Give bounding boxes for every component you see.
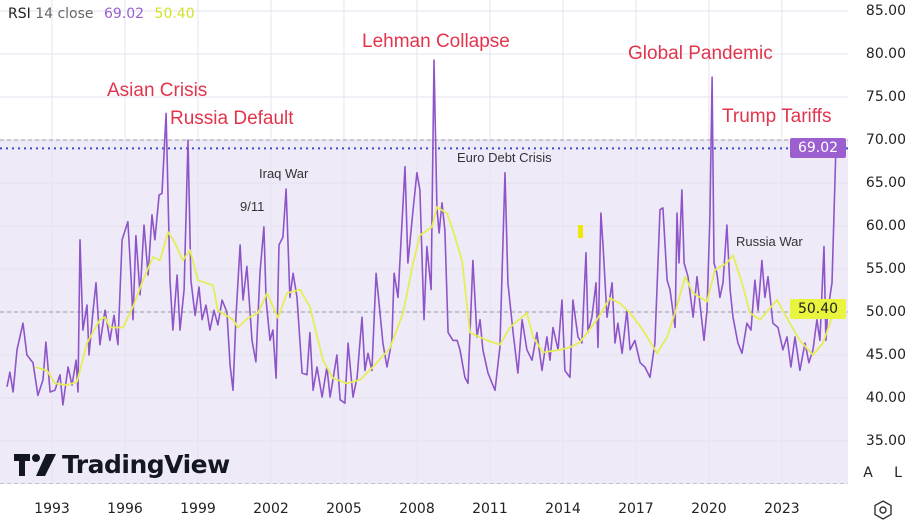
rsi-chart-plot[interactable] (0, 0, 848, 484)
rsi-ma-line (34, 206, 836, 387)
ma-value: 50.40 (154, 6, 195, 22)
annotation-trump-tariffs: Trump Tariffs (722, 106, 832, 127)
auto-scale-button[interactable]: A (863, 465, 873, 481)
x-tick-label: 2017 (618, 501, 654, 517)
tradingview-logo[interactable]: TradingView (14, 450, 230, 479)
x-tick-label: 2023 (764, 501, 800, 517)
y-tick-label: 40.00 (865, 390, 906, 406)
x-tick-label: 2020 (691, 501, 727, 517)
indicator-params: 14 close (35, 6, 94, 22)
y-tick-label: 85.00 (865, 3, 906, 19)
indicator-name: RSI (8, 6, 31, 22)
indicator-legend[interactable]: RSI 14 close 69.02 50.40 (8, 6, 195, 22)
x-tick-label: 1999 (180, 501, 216, 517)
annotation-iraq-war: Iraq War (259, 166, 309, 181)
y-tick-label: 70.00 (865, 132, 906, 148)
y-tick-label: 65.00 (865, 175, 906, 191)
x-tick-label: 2011 (472, 501, 508, 517)
rsi-value-badge: 69.02 (790, 138, 846, 159)
yellow-marker (578, 225, 583, 238)
annotation-lehman-collapse: Lehman Collapse (362, 31, 510, 52)
annotation-euro-debt-crisis: Euro Debt Crisis (457, 150, 552, 165)
annotation-9-11: 9/11 (240, 199, 265, 214)
y-tick-label: 50.00 (865, 304, 906, 320)
tradingview-logo-text: TradingView (62, 450, 230, 479)
gear-icon[interactable] (873, 500, 893, 520)
y-tick-label: 45.00 (865, 347, 906, 363)
rsi-value: 69.02 (103, 6, 145, 22)
x-tick-label: 2014 (545, 501, 581, 517)
annotation-asian-crisis: Asian Crisis (107, 80, 208, 101)
x-tick-label: 2008 (399, 501, 435, 517)
tradingview-logo-icon (14, 453, 56, 476)
annotation-russia-war: Russia War (736, 234, 803, 249)
y-tick-label: 75.00 (865, 89, 906, 105)
annotation-global-pandemic: Global Pandemic (628, 43, 773, 64)
annotation-russia-default: Russia Default (170, 108, 294, 129)
x-tick-label: 2002 (253, 501, 289, 517)
log-scale-button[interactable]: L (894, 465, 902, 481)
ma-value-badge: 50.40 (790, 298, 846, 319)
x-tick-label: 2005 (326, 501, 362, 517)
rsi-line (6, 59, 837, 406)
x-tick-label: 1993 (34, 501, 70, 517)
x-tick-label: 1996 (107, 501, 143, 517)
y-tick-label: 35.00 (865, 433, 906, 449)
y-tick-label: 55.00 (865, 261, 906, 277)
y-tick-label: 80.00 (865, 46, 906, 62)
y-tick-label: 60.00 (865, 218, 906, 234)
